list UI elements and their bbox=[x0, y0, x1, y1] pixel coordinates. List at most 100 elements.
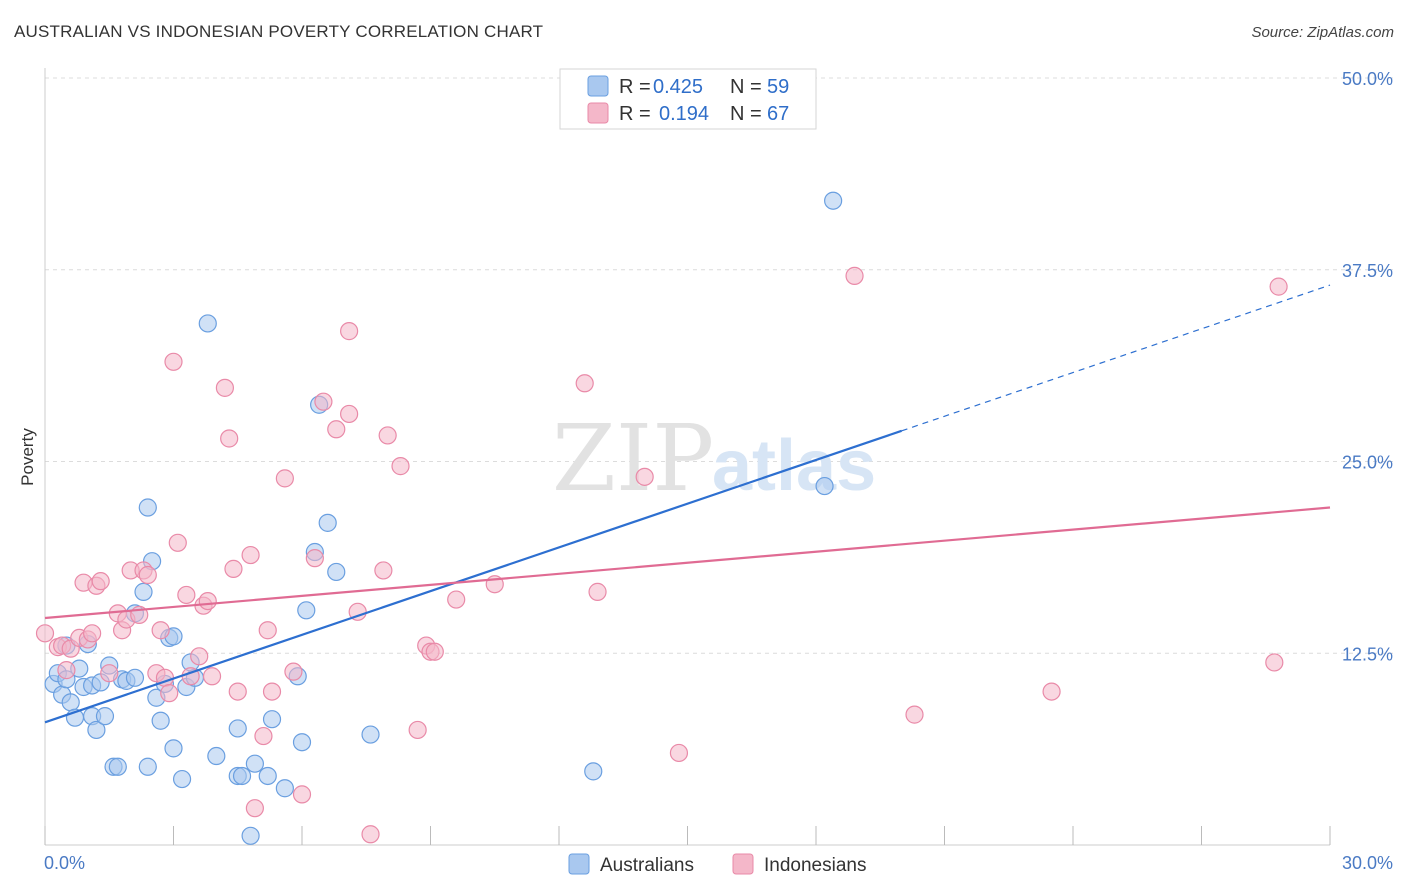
point-indonesians-40 bbox=[275, 469, 294, 488]
point-australians-41 bbox=[241, 826, 260, 845]
bottom-legend-swatch-indonesians bbox=[732, 853, 754, 875]
point-indonesians-11 bbox=[100, 664, 119, 683]
point-indonesians-29 bbox=[198, 591, 217, 611]
point-indonesians-52 bbox=[391, 457, 410, 476]
point-indonesians-65 bbox=[1042, 682, 1061, 701]
point-australians-43 bbox=[258, 766, 277, 786]
point-australians-51 bbox=[318, 513, 337, 532]
point-indonesians-3 bbox=[57, 661, 76, 680]
legend-swatch-australians bbox=[587, 75, 609, 97]
legend: R = 0.425 N = 59 R = 0.194 N = 67 bbox=[559, 68, 817, 130]
point-australians-36 bbox=[198, 314, 217, 333]
point-indonesians-64 bbox=[905, 705, 924, 724]
point-australians-40 bbox=[232, 766, 252, 786]
point-australians-27 bbox=[151, 711, 170, 730]
point-indonesians-24 bbox=[168, 533, 187, 552]
point-australians-44 bbox=[262, 710, 282, 729]
point-indonesians-50 bbox=[374, 561, 393, 580]
trend-line-australians-extension bbox=[901, 284, 1331, 432]
point-australians-54 bbox=[815, 476, 834, 496]
point-australians-47 bbox=[292, 733, 312, 752]
chart-title: AUSTRALIAN VS INDONESIAN POVERTY CORRELA… bbox=[14, 22, 544, 41]
watermark-atlas: atlas bbox=[712, 426, 876, 506]
point-indonesians-37 bbox=[254, 726, 273, 746]
point-indonesians-57 bbox=[447, 590, 466, 609]
point-indonesians-42 bbox=[292, 785, 312, 804]
point-australians-14 bbox=[95, 707, 115, 726]
point-indonesians-30 bbox=[202, 667, 222, 686]
point-indonesians-67 bbox=[1269, 277, 1288, 296]
data-points bbox=[35, 191, 1288, 845]
point-australians-55 bbox=[584, 762, 603, 781]
source-credit: Source: ZipAtlas.com bbox=[1251, 24, 1394, 41]
bottom-legend-label-indonesians: Indonesians bbox=[764, 855, 866, 876]
x-tick-label-min: 0.0% bbox=[44, 853, 85, 873]
y-tick-label-0: 12.5% bbox=[1342, 644, 1393, 664]
point-indonesians-34 bbox=[228, 682, 247, 701]
point-indonesians-38 bbox=[258, 621, 277, 640]
x-tick-label-max: 30.0% bbox=[1342, 853, 1393, 873]
point-indonesians-59 bbox=[588, 582, 607, 601]
point-australians-24 bbox=[138, 757, 157, 776]
legend-r-label-2: R = bbox=[619, 103, 651, 125]
point-indonesians-51 bbox=[378, 426, 397, 445]
point-australians-42 bbox=[245, 754, 264, 773]
point-australians-23 bbox=[138, 498, 157, 517]
point-australians-39 bbox=[228, 719, 247, 738]
axes bbox=[44, 68, 1331, 846]
point-indonesians-36 bbox=[245, 799, 264, 818]
point-australians-32 bbox=[172, 769, 192, 789]
point-australians-52 bbox=[327, 562, 346, 582]
bottom-legend-swatch-australians bbox=[568, 853, 590, 875]
y-tick-label-1: 25.0% bbox=[1342, 453, 1393, 473]
trend-lines bbox=[44, 284, 1331, 724]
point-indonesians-62 bbox=[669, 743, 689, 763]
legend-swatch-indonesians bbox=[587, 102, 609, 124]
point-australians-30 bbox=[164, 739, 183, 758]
point-indonesians-23 bbox=[164, 352, 183, 371]
point-indonesians-56 bbox=[425, 642, 444, 661]
point-indonesians-49 bbox=[361, 825, 380, 844]
point-indonesians-47 bbox=[340, 404, 359, 424]
watermark: ZIP atlas bbox=[552, 405, 876, 512]
watermark-zip: ZIP bbox=[552, 405, 714, 512]
point-indonesians-35 bbox=[241, 545, 260, 565]
point-australians-45 bbox=[275, 779, 294, 798]
point-indonesians-31 bbox=[215, 378, 234, 397]
point-indonesians-46 bbox=[340, 322, 359, 341]
point-indonesians-39 bbox=[262, 682, 282, 701]
point-australians-56 bbox=[824, 191, 843, 210]
y-axis-label: Poverty bbox=[18, 428, 37, 486]
point-indonesians-60 bbox=[575, 374, 594, 393]
bottom-legend: Australians Indonesians bbox=[568, 853, 866, 876]
trend-line-indonesians bbox=[44, 506, 1331, 620]
point-australians-17 bbox=[108, 757, 127, 776]
point-australians-22 bbox=[134, 582, 153, 601]
point-indonesians-53 bbox=[408, 720, 427, 740]
point-australians-37 bbox=[207, 746, 226, 766]
point-australians-48 bbox=[297, 601, 316, 620]
point-indonesians-66 bbox=[1265, 653, 1284, 672]
point-indonesians-44 bbox=[314, 392, 333, 411]
point-indonesians-48 bbox=[348, 602, 367, 621]
point-indonesians-32 bbox=[220, 429, 239, 448]
point-indonesians-43 bbox=[305, 549, 324, 568]
point-indonesians-22 bbox=[160, 684, 179, 703]
legend-n-value-1: 59 bbox=[767, 76, 789, 98]
point-indonesians-33 bbox=[224, 559, 243, 578]
legend-n-value-2: 67 bbox=[767, 103, 789, 125]
point-indonesians-18 bbox=[138, 565, 157, 585]
point-indonesians-63 bbox=[845, 266, 864, 285]
legend-r-value-2: 0.194 bbox=[659, 103, 709, 125]
point-indonesians-61 bbox=[635, 467, 654, 486]
point-australians-5 bbox=[61, 693, 80, 712]
point-australians-12 bbox=[87, 720, 106, 740]
point-indonesians-25 bbox=[177, 585, 196, 605]
point-indonesians-0 bbox=[35, 624, 55, 643]
grid-lines bbox=[45, 77, 1395, 654]
point-indonesians-20 bbox=[151, 621, 170, 640]
legend-r-value-1: 0.425 bbox=[653, 76, 703, 98]
point-australians-20 bbox=[125, 668, 145, 687]
legend-n-label-1: N = bbox=[730, 76, 762, 98]
